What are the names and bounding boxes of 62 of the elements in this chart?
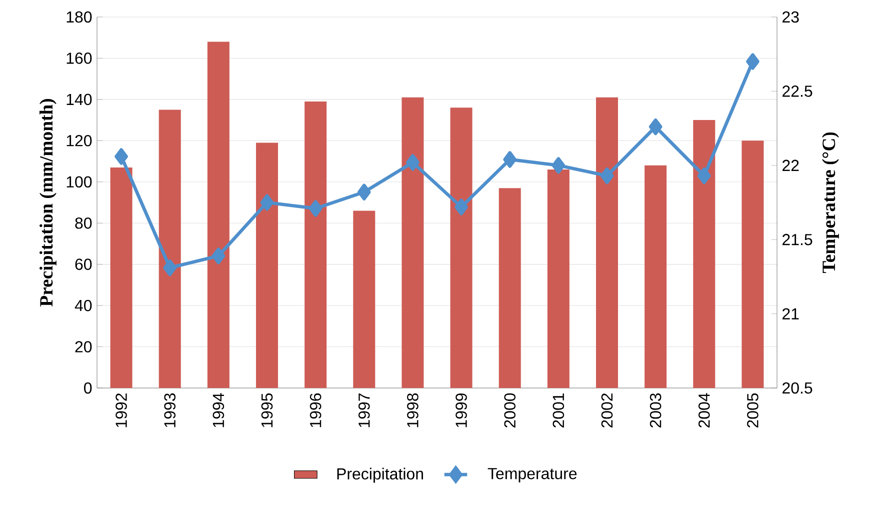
x-tick-label: 2002 — [601, 394, 613, 428]
y-tick-label: 20 — [75, 341, 92, 352]
point — [163, 259, 177, 276]
y-tick-label: 0 — [84, 382, 92, 394]
bar — [402, 97, 424, 388]
bar — [353, 210, 376, 388]
point — [697, 167, 711, 184]
x-tick-label: 1997 — [358, 394, 370, 428]
y2-axis-title: Temperature (°C) — [822, 132, 839, 274]
point — [600, 167, 614, 184]
x-tick-label: 1994 — [212, 393, 224, 428]
legend-label: Temperature — [488, 468, 577, 482]
y2-tick-label: 23 — [782, 11, 799, 23]
point — [454, 198, 468, 216]
x-tick-label: 2003 — [650, 393, 662, 428]
y-tick-label: 180 — [66, 11, 92, 23]
point — [357, 184, 371, 200]
bar — [207, 42, 230, 388]
bar — [304, 101, 327, 388]
x-tick-label: 2005 — [747, 393, 758, 428]
bar — [498, 188, 521, 388]
bar — [450, 108, 472, 388]
x-tick-label: 1996 — [310, 393, 322, 428]
x-tick-label: 1993 — [164, 393, 176, 428]
y-tick-label: 40 — [74, 300, 92, 312]
bar — [256, 142, 278, 388]
bar — [596, 97, 618, 388]
bar — [158, 110, 181, 388]
point — [406, 154, 420, 171]
point — [648, 118, 662, 136]
legend-label: Precipitation — [337, 468, 424, 483]
y-tick-label: 60 — [75, 258, 92, 270]
y-tick-label: 100 — [66, 176, 92, 188]
bar — [547, 170, 570, 388]
x-tick-label: 2004 — [698, 393, 710, 428]
y2-tick-label: 20.5 — [782, 382, 812, 394]
x-tick-label: 1995 — [261, 393, 273, 428]
y2-tick-label: 21.5 — [782, 234, 812, 246]
point — [503, 151, 517, 168]
point — [260, 194, 274, 211]
y2-tick-label: 22 — [782, 160, 799, 171]
bar — [742, 140, 764, 388]
y-tick-label: 140 — [66, 94, 92, 106]
x-tick-label: 1999 — [456, 393, 467, 428]
bar — [110, 167, 132, 388]
y-tick-label: 120 — [66, 134, 92, 146]
x-tick-label: 1998 — [407, 393, 418, 428]
bar — [644, 165, 667, 388]
y2-tick-label: 22.5 — [782, 86, 812, 97]
y2-tick-label: 21 — [782, 308, 799, 320]
point — [308, 200, 322, 217]
point — [114, 148, 128, 165]
x-tick-label: 2001 — [552, 393, 564, 428]
x-tick-label: 1992 — [116, 394, 127, 428]
bar — [693, 120, 716, 388]
x-tick-label: 2000 — [504, 393, 516, 428]
y-axis-title: Precipitation (mm/month) — [40, 99, 56, 306]
y-tick-label: 80 — [75, 217, 92, 229]
point — [552, 157, 566, 174]
point — [746, 53, 760, 70]
y-tick-label: 160 — [66, 52, 92, 64]
point — [212, 248, 226, 264]
